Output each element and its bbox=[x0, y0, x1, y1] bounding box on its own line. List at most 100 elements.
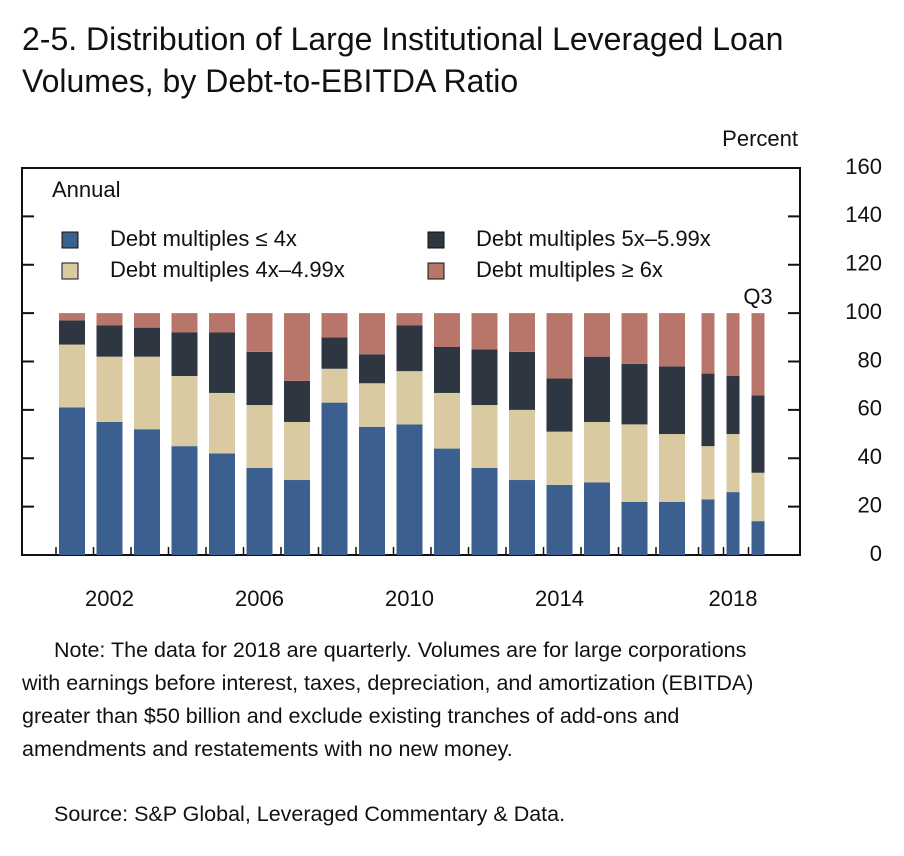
y-tick-label: 0 bbox=[870, 541, 882, 566]
bar-segment bbox=[209, 392, 235, 454]
bar-segment bbox=[584, 356, 610, 422]
bar-segment bbox=[209, 453, 235, 555]
y-tick-label: 60 bbox=[858, 396, 882, 421]
bar-segment bbox=[659, 434, 685, 502]
bar-segment bbox=[396, 424, 423, 555]
bar-segment bbox=[726, 434, 740, 493]
bar-segment bbox=[134, 356, 160, 430]
bar-segment bbox=[171, 446, 198, 555]
bar-segment bbox=[546, 313, 573, 379]
legend-swatch bbox=[427, 262, 445, 280]
bar-segment bbox=[546, 378, 573, 432]
legend-label: Debt multiples ≤ 4x bbox=[110, 226, 297, 251]
bar-segment bbox=[59, 407, 85, 555]
annotation: Q3 bbox=[743, 284, 772, 309]
bar-segment bbox=[659, 366, 685, 435]
y-tick-label: 20 bbox=[858, 492, 882, 517]
bar-segment bbox=[359, 354, 385, 384]
bar-segment bbox=[509, 480, 535, 555]
bar-segment bbox=[134, 429, 160, 555]
bar-segment bbox=[509, 313, 535, 352]
bar-segment bbox=[284, 421, 310, 481]
bar-segment bbox=[246, 467, 273, 555]
bar-segment bbox=[96, 313, 123, 326]
legend-swatch bbox=[61, 262, 79, 280]
bar-segment bbox=[659, 313, 685, 367]
bar-segment bbox=[321, 337, 348, 369]
bar-segment bbox=[546, 431, 573, 485]
bar-segment bbox=[284, 380, 310, 422]
y-tick-label: 140 bbox=[845, 202, 882, 227]
bar-segment bbox=[359, 313, 385, 355]
bar-segment bbox=[584, 421, 610, 483]
bar-segment bbox=[359, 383, 385, 427]
bar-segment bbox=[584, 482, 610, 555]
y-tick-label: 80 bbox=[858, 347, 882, 372]
bar-segment bbox=[284, 313, 310, 381]
bar-segment bbox=[284, 480, 310, 555]
bar-segment bbox=[434, 392, 460, 449]
bar-segment bbox=[751, 313, 765, 396]
bar-segment bbox=[434, 346, 460, 393]
bar-segment bbox=[509, 351, 535, 410]
bar-segment bbox=[751, 472, 765, 522]
y-tick-label: 40 bbox=[858, 444, 882, 469]
y-tick-label: 160 bbox=[845, 154, 882, 179]
bar-segment bbox=[726, 492, 740, 555]
bar-segment bbox=[96, 356, 123, 422]
source: Source: S&P Global, Leveraged Commentary… bbox=[54, 802, 566, 826]
bar-segment bbox=[209, 313, 235, 333]
bar-segment bbox=[434, 448, 460, 555]
bar-segment bbox=[509, 409, 535, 481]
bar-segment bbox=[726, 313, 740, 377]
bar-segment bbox=[434, 313, 460, 347]
chart-title: 2-5. Distribution of Large Institutional… bbox=[22, 21, 784, 99]
bar-segment bbox=[59, 320, 85, 345]
bar-segment bbox=[134, 327, 160, 357]
bar-segment bbox=[171, 313, 198, 333]
bar-segment bbox=[59, 313, 85, 321]
bar-segment bbox=[396, 371, 423, 425]
bar-segment bbox=[321, 402, 348, 555]
bar-segment bbox=[134, 313, 160, 328]
x-tick-label: 2010 bbox=[385, 586, 434, 611]
bar-segment bbox=[701, 373, 715, 447]
bar-segment bbox=[246, 405, 273, 468]
legend-label: Debt multiples 4x–4.99x bbox=[110, 257, 345, 282]
bar-segment bbox=[321, 313, 348, 338]
bar-segment bbox=[171, 376, 198, 447]
x-tick-label: 2018 bbox=[709, 586, 758, 611]
panel-label: Annual bbox=[52, 177, 121, 202]
bar-segment bbox=[726, 376, 740, 435]
bar-segment bbox=[96, 325, 123, 357]
bar-segment bbox=[701, 446, 715, 500]
bar-segment bbox=[471, 313, 498, 350]
bar-segment bbox=[246, 351, 273, 406]
x-tick-label: 2002 bbox=[85, 586, 134, 611]
bar-segment bbox=[321, 368, 348, 403]
y-axis-label: Percent bbox=[722, 126, 798, 151]
bar-segment bbox=[471, 405, 498, 468]
legend-label: Debt multiples ≥ 6x bbox=[476, 257, 663, 282]
bar-segment bbox=[471, 467, 498, 555]
bar-segment bbox=[621, 501, 648, 555]
bar-segment bbox=[659, 501, 685, 555]
y-tick-label: 100 bbox=[845, 299, 882, 324]
legend-swatch bbox=[61, 231, 79, 249]
bar-segment bbox=[701, 313, 715, 374]
x-tick-label: 2014 bbox=[535, 586, 584, 611]
legend-label: Debt multiples 5x–5.99x bbox=[476, 226, 711, 251]
legend-swatch bbox=[427, 231, 445, 249]
bar-segment bbox=[546, 484, 573, 555]
bar-segment bbox=[171, 332, 198, 377]
note: Note: The data for 2018 are quarterly. V… bbox=[22, 638, 754, 761]
bar-segment bbox=[584, 313, 610, 357]
bar-segment bbox=[471, 349, 498, 406]
x-tick-label: 2006 bbox=[235, 586, 284, 611]
bar-segment bbox=[621, 424, 648, 502]
bar-segment bbox=[621, 313, 648, 364]
bar-segment bbox=[751, 521, 765, 555]
bar-segment bbox=[621, 363, 648, 425]
bar-segment bbox=[96, 421, 123, 555]
